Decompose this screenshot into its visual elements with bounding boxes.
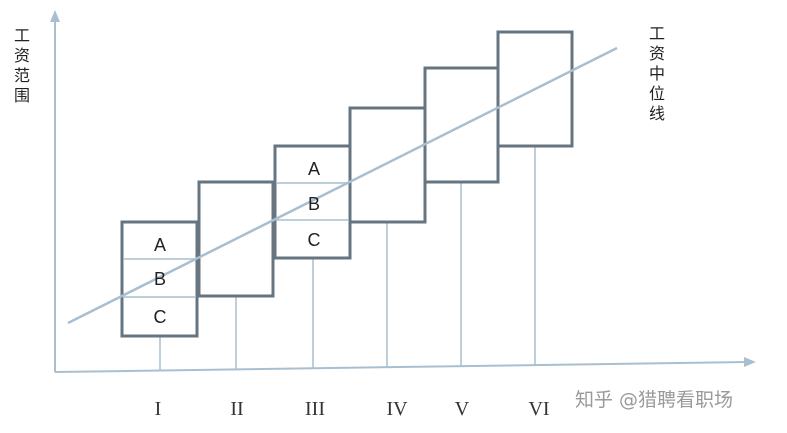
midline-label-char: 资 (648, 44, 665, 63)
category-label-4: IV (386, 398, 408, 420)
category-label-5: V (455, 398, 470, 420)
box3-grade-c: C (308, 230, 321, 250)
midline-label-char: 线 (648, 104, 665, 123)
salary-midline (67, 46, 618, 325)
box3-grade-a: A (308, 159, 320, 179)
category-label-3: III (305, 398, 325, 420)
box1-grade-a: A (154, 235, 166, 255)
x-axis (54, 361, 749, 373)
band-box-3 (273, 144, 352, 260)
midline-label: 工 资 中 位 线 (647, 24, 667, 124)
box3-grade-b: B (308, 194, 320, 214)
box1-grade-b: B (154, 269, 166, 289)
midline-label-char: 位 (648, 84, 665, 103)
y-axis-label-char: 范 (13, 66, 30, 85)
box1-grade-c: C (154, 307, 167, 327)
band-box-4 (348, 106, 427, 224)
y-axis-arrow (50, 10, 60, 22)
category-label-1: I (155, 398, 162, 420)
y-axis-label-char: 围 (13, 86, 30, 105)
midline-label-char: 中 (648, 64, 665, 83)
y-axis-label: 工 资 范 围 (12, 26, 32, 106)
y-axis-label-char: 工 (13, 26, 30, 45)
y-axis-label-char: 资 (13, 46, 30, 65)
category-label-2: II (230, 398, 243, 420)
category-label-6: VI (528, 398, 549, 420)
watermark: 知乎 @猎聘看职场 (575, 389, 734, 411)
midline-label-char: 工 (648, 24, 665, 43)
band-box-1 (120, 220, 199, 338)
x-axis-arrow (744, 357, 756, 367)
